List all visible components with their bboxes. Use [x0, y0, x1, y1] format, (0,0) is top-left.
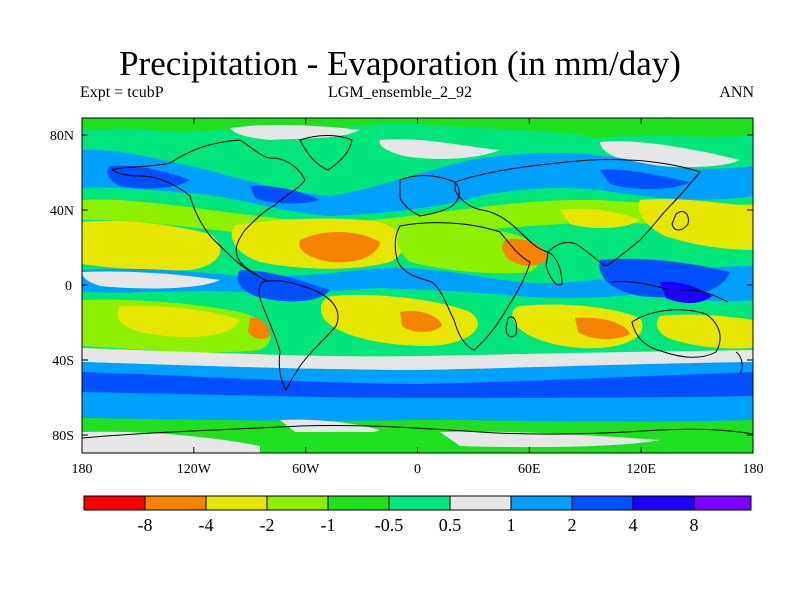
colorbar-box-11 [693, 495, 752, 511]
ensemble-label: LGM_ensemble_2_92 [328, 84, 472, 101]
lat-label-80n: 80N [50, 129, 74, 144]
colorbar-label: -1 [321, 515, 336, 535]
season-label: ANN [719, 84, 754, 101]
lon-label-120w: 120W [177, 462, 212, 477]
coastlines [82, 135, 753, 439]
colorbar-label: 1 [507, 515, 516, 535]
colorbar-box-7 [449, 495, 512, 511]
colorbar-box-5 [327, 495, 390, 511]
colorbar-labels: -8 -4 -2 -1 -0.5 0.5 1 2 4 8 [138, 515, 699, 535]
colorbar-label: 0.5 [439, 515, 462, 535]
lon-tick-marks [81, 118, 754, 453]
colorbar-label: 8 [690, 515, 699, 535]
experiment-label: Expt = tcubP [80, 84, 164, 101]
lon-label-120e: 120E [626, 462, 656, 477]
lat-tick-labels: 80N 40N 0 40S 80S [50, 129, 74, 444]
lat-label-40s: 40S [52, 354, 74, 369]
colorbar-label: -2 [260, 515, 275, 535]
lat-label-80s: 80S [52, 429, 74, 444]
colorbar-box-9 [571, 495, 634, 511]
lat-label-0: 0 [65, 279, 72, 294]
colorbar-box-8 [510, 495, 573, 511]
colorbar-box-3 [205, 495, 268, 511]
colorbar-label: -0.5 [375, 515, 404, 535]
colorbar-label: -4 [199, 515, 214, 535]
lon-label-60e: 60E [518, 462, 541, 477]
colorbar-box-4 [266, 495, 329, 511]
colorbar-label: 2 [568, 515, 577, 535]
colorbar-box-6 [388, 495, 451, 511]
lon-label-0: 0 [414, 462, 421, 477]
map-title: Precipitation - Evaporation (in mm/day) [119, 44, 681, 83]
lon-label-180e: 180 [743, 462, 764, 477]
lon-label-60w: 60W [292, 462, 320, 477]
colorbar-box-10 [632, 495, 695, 511]
lat-tick-marks [82, 134, 753, 436]
colorbar-label: -8 [138, 515, 153, 535]
colorbar-label: 4 [629, 515, 638, 535]
lon-label-180w: 180 [72, 462, 93, 477]
precip-evap-field [82, 118, 753, 453]
lon-tick-labels: 180 120W 60W 0 60E 120E 180 [72, 462, 764, 477]
colorbar-box-1 [83, 495, 146, 511]
colorbar-box-2 [144, 495, 207, 511]
lat-label-40n: 40N [50, 204, 74, 219]
colorbar [83, 495, 752, 511]
